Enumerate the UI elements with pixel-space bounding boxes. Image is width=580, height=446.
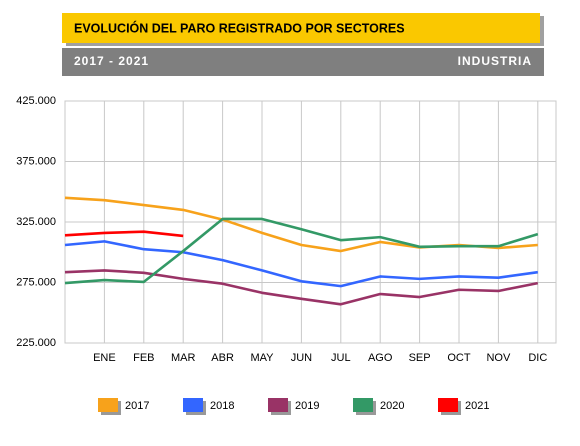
subtitle-bar <box>62 48 544 76</box>
y-tick-label: 425.000 <box>16 95 56 107</box>
legend-swatch <box>268 398 288 412</box>
sector-label: INDUSTRIA <box>458 54 532 68</box>
series-line <box>64 269 539 306</box>
x-tick-label: ABR <box>211 352 234 364</box>
legend-label: 2020 <box>380 400 404 412</box>
y-tick-label: 375.000 <box>16 155 56 167</box>
x-tick-label: ENE <box>93 352 116 364</box>
x-tick-label: DIC <box>528 352 547 364</box>
legend-swatch <box>98 398 118 412</box>
series-line <box>64 240 538 288</box>
series-line <box>64 217 539 285</box>
legend-label: 2018 <box>210 400 234 412</box>
y-tick-label: 225.000 <box>16 337 56 349</box>
chart-title: EVOLUCIÓN DEL PARO REGISTRADO POR SECTOR… <box>74 20 405 35</box>
x-tick-label: JUN <box>291 352 312 364</box>
x-tick-label: MAR <box>171 352 196 364</box>
x-tick-label: MAY <box>250 352 274 364</box>
x-tick-label: NOV <box>486 352 511 364</box>
legend-swatch <box>438 398 458 412</box>
x-tick-label: AGO <box>368 352 393 364</box>
legend-label: 2017 <box>125 400 149 412</box>
x-tick-label: FEB <box>133 352 154 364</box>
legend-label: 2021 <box>465 400 489 412</box>
series-line <box>64 230 184 238</box>
x-tick-label: JUL <box>331 352 351 364</box>
subtitle: 2017 - 2021 <box>74 54 149 68</box>
x-tick-label: SEP <box>409 352 431 364</box>
title-bar <box>62 13 540 43</box>
legend-label: 2019 <box>295 400 319 412</box>
legend-swatch <box>353 398 373 412</box>
y-tick-label: 325.000 <box>16 216 56 228</box>
y-tick-label: 275.000 <box>16 276 56 288</box>
legend-swatch <box>183 398 203 412</box>
x-tick-label: OCT <box>447 352 471 364</box>
